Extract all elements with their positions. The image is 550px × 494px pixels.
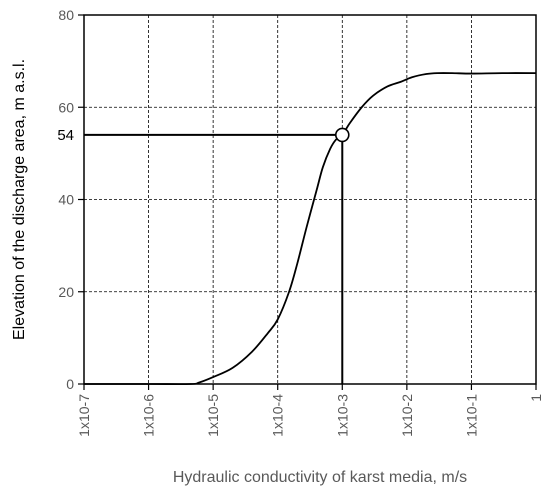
- x-tick-labels: 1x10-7 1x10-6 1x10-5 1x10-4 1x10-3 1x10-2 1x10…: [76, 394, 544, 437]
- annotation-layer: 54: [57, 127, 350, 384]
- series-layer: [83, 72, 537, 386]
- x-tick-label: 1: [528, 394, 544, 402]
- x-tick-label: 1x10-3: [334, 394, 350, 437]
- plot-frame: [83, 14, 537, 385]
- y-tick-label: 60: [58, 99, 74, 115]
- annotation-marker: [334, 127, 350, 143]
- annotation-label: 54: [57, 127, 74, 144]
- x-tick-label: 1x10-2: [399, 394, 415, 437]
- x-axis-title: Hydraulic conductivity of karst media, m…: [173, 469, 467, 486]
- x-tick-label: 1x10-1: [463, 394, 479, 437]
- x-tick-label: 1x10-7: [76, 394, 92, 437]
- x-tick-label: 1x10-5: [205, 394, 221, 437]
- x-tick-label: 1x10-4: [270, 394, 286, 437]
- y-tick-labels: 0 20 40 60 80: [58, 7, 74, 392]
- series-line: [83, 72, 537, 386]
- grid: [78, 14, 537, 390]
- y-axis-title: Elevation of the discharge area, m a.s.l…: [11, 59, 28, 340]
- y-tick-label: 20: [58, 284, 74, 300]
- y-tick-label: 0: [66, 376, 74, 392]
- y-tick-label: 80: [58, 7, 74, 23]
- x-tick-label: 1x10-6: [141, 394, 157, 437]
- y-tick-label: 40: [58, 192, 74, 208]
